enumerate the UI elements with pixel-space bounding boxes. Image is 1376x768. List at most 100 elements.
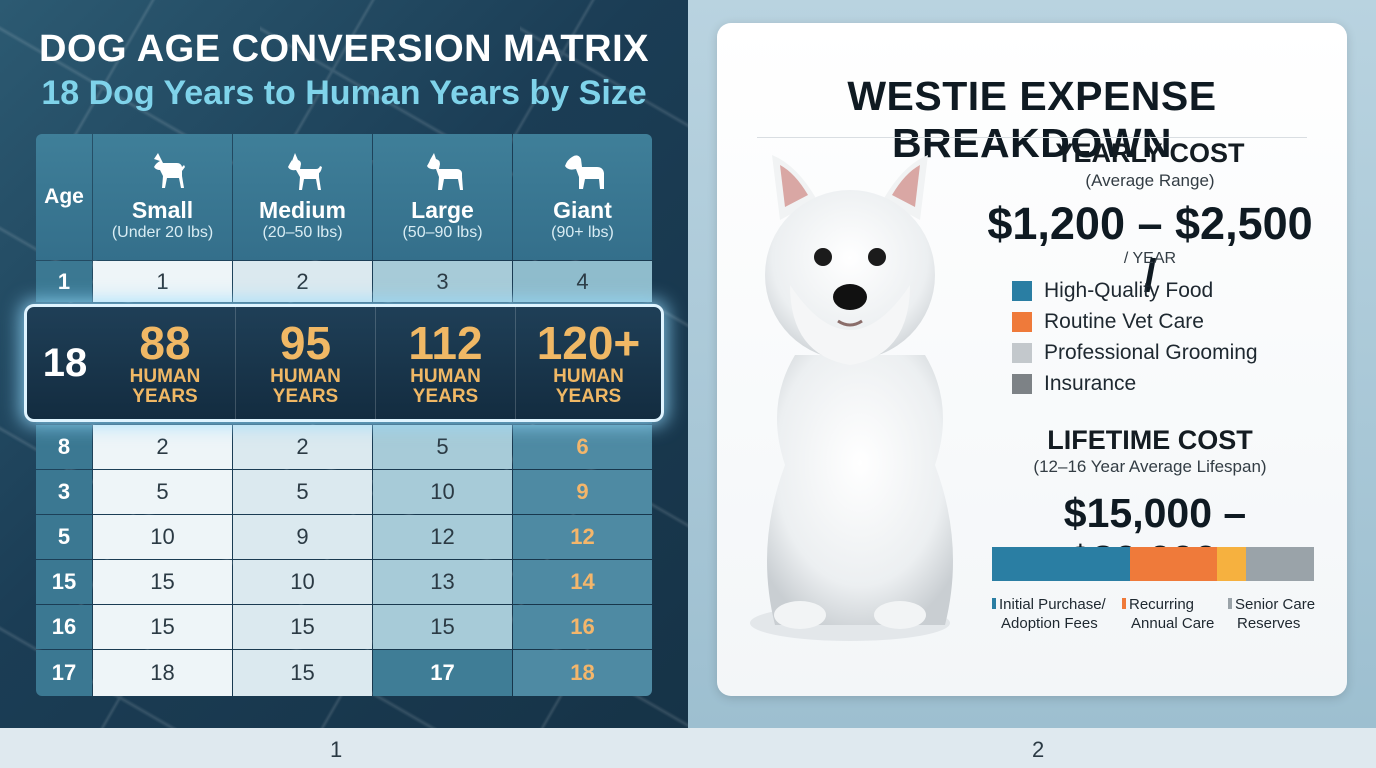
highlight-unit-line2: YEARS — [132, 386, 198, 407]
highlight-unit-line2: YEARS — [272, 386, 339, 407]
small-value-cell: 18 — [93, 650, 232, 696]
bar-legend-line2: Adoption Fees — [1001, 615, 1098, 632]
legend-mark — [1122, 598, 1126, 609]
large-value-cell: 15 — [373, 605, 512, 649]
dog-age-matrix-panel: DOG AGE CONVERSION MATRIX 18 Dog Years t… — [0, 0, 688, 728]
small-value-cell: 5 — [93, 470, 232, 514]
matrix-title: DOG AGE CONVERSION MATRIX — [39, 28, 649, 70]
page-number-right: 2 — [1032, 737, 1045, 762]
size-label-giant: Giant — [553, 197, 612, 223]
legend-swatch — [1012, 374, 1032, 394]
medium-dog-icon — [287, 153, 322, 190]
age-cell: 1 — [36, 261, 92, 302]
table-row: 3 5 5 10 9 — [36, 470, 652, 514]
age-cell: 17 — [36, 650, 92, 696]
yearly-cost-per: / YEAR — [1123, 250, 1177, 267]
bar-legend-line2: Annual Care — [1131, 615, 1215, 632]
age-cell: 16 — [36, 605, 92, 649]
legend-mark — [1228, 598, 1232, 609]
bar-legend-line2: Reserves — [1237, 615, 1301, 632]
giant-value-cell: 18 — [513, 650, 652, 696]
age-cell: 15 — [36, 560, 92, 604]
highlight-giant: 120+ HUMAN YEARS — [515, 307, 661, 419]
medium-value-cell: 9 — [233, 515, 372, 559]
bar-segment-senior — [1246, 547, 1314, 581]
highlight-unit-line1: HUMAN — [270, 366, 341, 387]
large-value-cell: 12 — [373, 515, 512, 559]
highlight-row-age-18: 18 88 HUMAN YEARS 95 HUMAN YEARS 112 HUM… — [24, 304, 664, 422]
giant-value-cell: 6 — [513, 425, 652, 469]
highlight-value: 120+ — [536, 317, 641, 369]
page-number-left: 1 — [330, 737, 343, 762]
highlight-age: 18 — [42, 340, 88, 385]
bar-segment-recurring — [1130, 547, 1218, 581]
medium-value-cell: 2 — [233, 261, 372, 302]
bar-legend-line1: Recurring — [1129, 596, 1195, 613]
small-value-cell: 10 — [93, 515, 232, 559]
table-row: 16 15 15 15 16 — [36, 605, 652, 649]
card-title: WESTIE EXPENSE BREAKDOWN — [847, 73, 1217, 166]
card-divider — [757, 137, 1307, 138]
medium-value-cell: 5 — [233, 470, 372, 514]
large-value-cell: 3 — [373, 261, 512, 302]
medium-value-cell: 15 — [233, 650, 372, 696]
lifetime-cost-heading: LIFETIME COST — [1047, 425, 1253, 455]
header-giant: Giant (90+ lbs) — [513, 134, 652, 260]
size-label-small: Small — [131, 197, 194, 223]
yearly-cost-amount: $1,200 – $2,500 / — [987, 198, 1313, 301]
highlight-value: 88 — [139, 317, 191, 369]
lifetime-cost-subheading: (12–16 Year Average Lifespan) — [1033, 457, 1267, 476]
giant-value-cell: 16 — [513, 605, 652, 649]
legend-label: Insurance — [1044, 372, 1137, 395]
small-value-cell: 15 — [93, 605, 232, 649]
table-row: 5 10 9 12 12 — [36, 515, 652, 559]
highlight-small: 88 HUMAN YEARS — [95, 307, 235, 419]
size-range-small: (Under 20 lbs) — [111, 224, 214, 241]
age-cell: 8 — [36, 425, 92, 469]
highlight-unit-line1: HUMAN — [129, 366, 201, 387]
small-dog-icon — [153, 153, 185, 188]
table-row: 1 1 2 3 4 — [36, 261, 652, 302]
bar-legend-senior: Senior Care Reserves — [1228, 595, 1315, 633]
small-value-cell: 1 — [93, 261, 232, 302]
matrix-subtitle: 18 Dog Years to Human Years by Size — [41, 74, 647, 112]
legend-mark — [992, 598, 996, 609]
bar-legend-line1: Initial Purchase/ — [999, 596, 1106, 613]
legend-item-insurance: Insurance — [1012, 372, 1136, 396]
size-range-giant: (90+ lbs) — [551, 224, 614, 241]
legend-item-food: High-Quality Food — [1012, 279, 1213, 303]
giant-value-cell: 4 — [513, 261, 652, 302]
header-large: Large (50–90 lbs) — [373, 134, 512, 260]
giant-value-cell: 9 — [513, 470, 652, 514]
age-column-header: Age — [36, 134, 92, 260]
large-value-cell: 5 — [373, 425, 512, 469]
bar-legend-recurring: Recurring Annual Care — [1122, 595, 1214, 633]
bar-segment-initial — [992, 547, 1131, 581]
header-medium: Medium (20–50 lbs) — [233, 134, 372, 260]
large-value-cell: 17 — [373, 650, 512, 696]
header-small: Small (Under 20 lbs) — [93, 134, 232, 260]
small-value-cell: 15 — [93, 560, 232, 604]
footer — [0, 728, 1376, 768]
lifetime-cost-bar — [992, 547, 1314, 581]
medium-value-cell: 15 — [233, 605, 372, 649]
yearly-cost-heading: YEARLY COST — [1055, 138, 1245, 168]
legend-swatch — [1012, 312, 1032, 332]
giant-value-cell: 12 — [513, 515, 652, 559]
highlight-unit-line2: YEARS — [555, 386, 622, 407]
bar-legend-initial: Initial Purchase/ Adoption Fees — [992, 595, 1106, 633]
large-dog-icon — [426, 153, 463, 190]
size-label-large: Large — [411, 197, 474, 223]
yearly-cost-subheading: (Average Range) — [1085, 171, 1215, 190]
size-label-medium: Medium — [259, 197, 346, 223]
table-row: 8 2 2 5 6 — [36, 425, 652, 469]
size-range-medium: (20–50 lbs) — [262, 224, 343, 241]
westie-dog-image — [750, 155, 953, 641]
highlight-value: 112 — [408, 317, 483, 369]
highlight-unit-line1: HUMAN — [553, 366, 624, 387]
age-cell: 5 — [36, 515, 92, 559]
legend-item-grooming: Professional Grooming — [1012, 341, 1258, 365]
small-value-cell: 2 — [93, 425, 232, 469]
highlight-unit-line1: HUMAN — [410, 366, 481, 387]
giant-dog-icon — [564, 155, 604, 189]
